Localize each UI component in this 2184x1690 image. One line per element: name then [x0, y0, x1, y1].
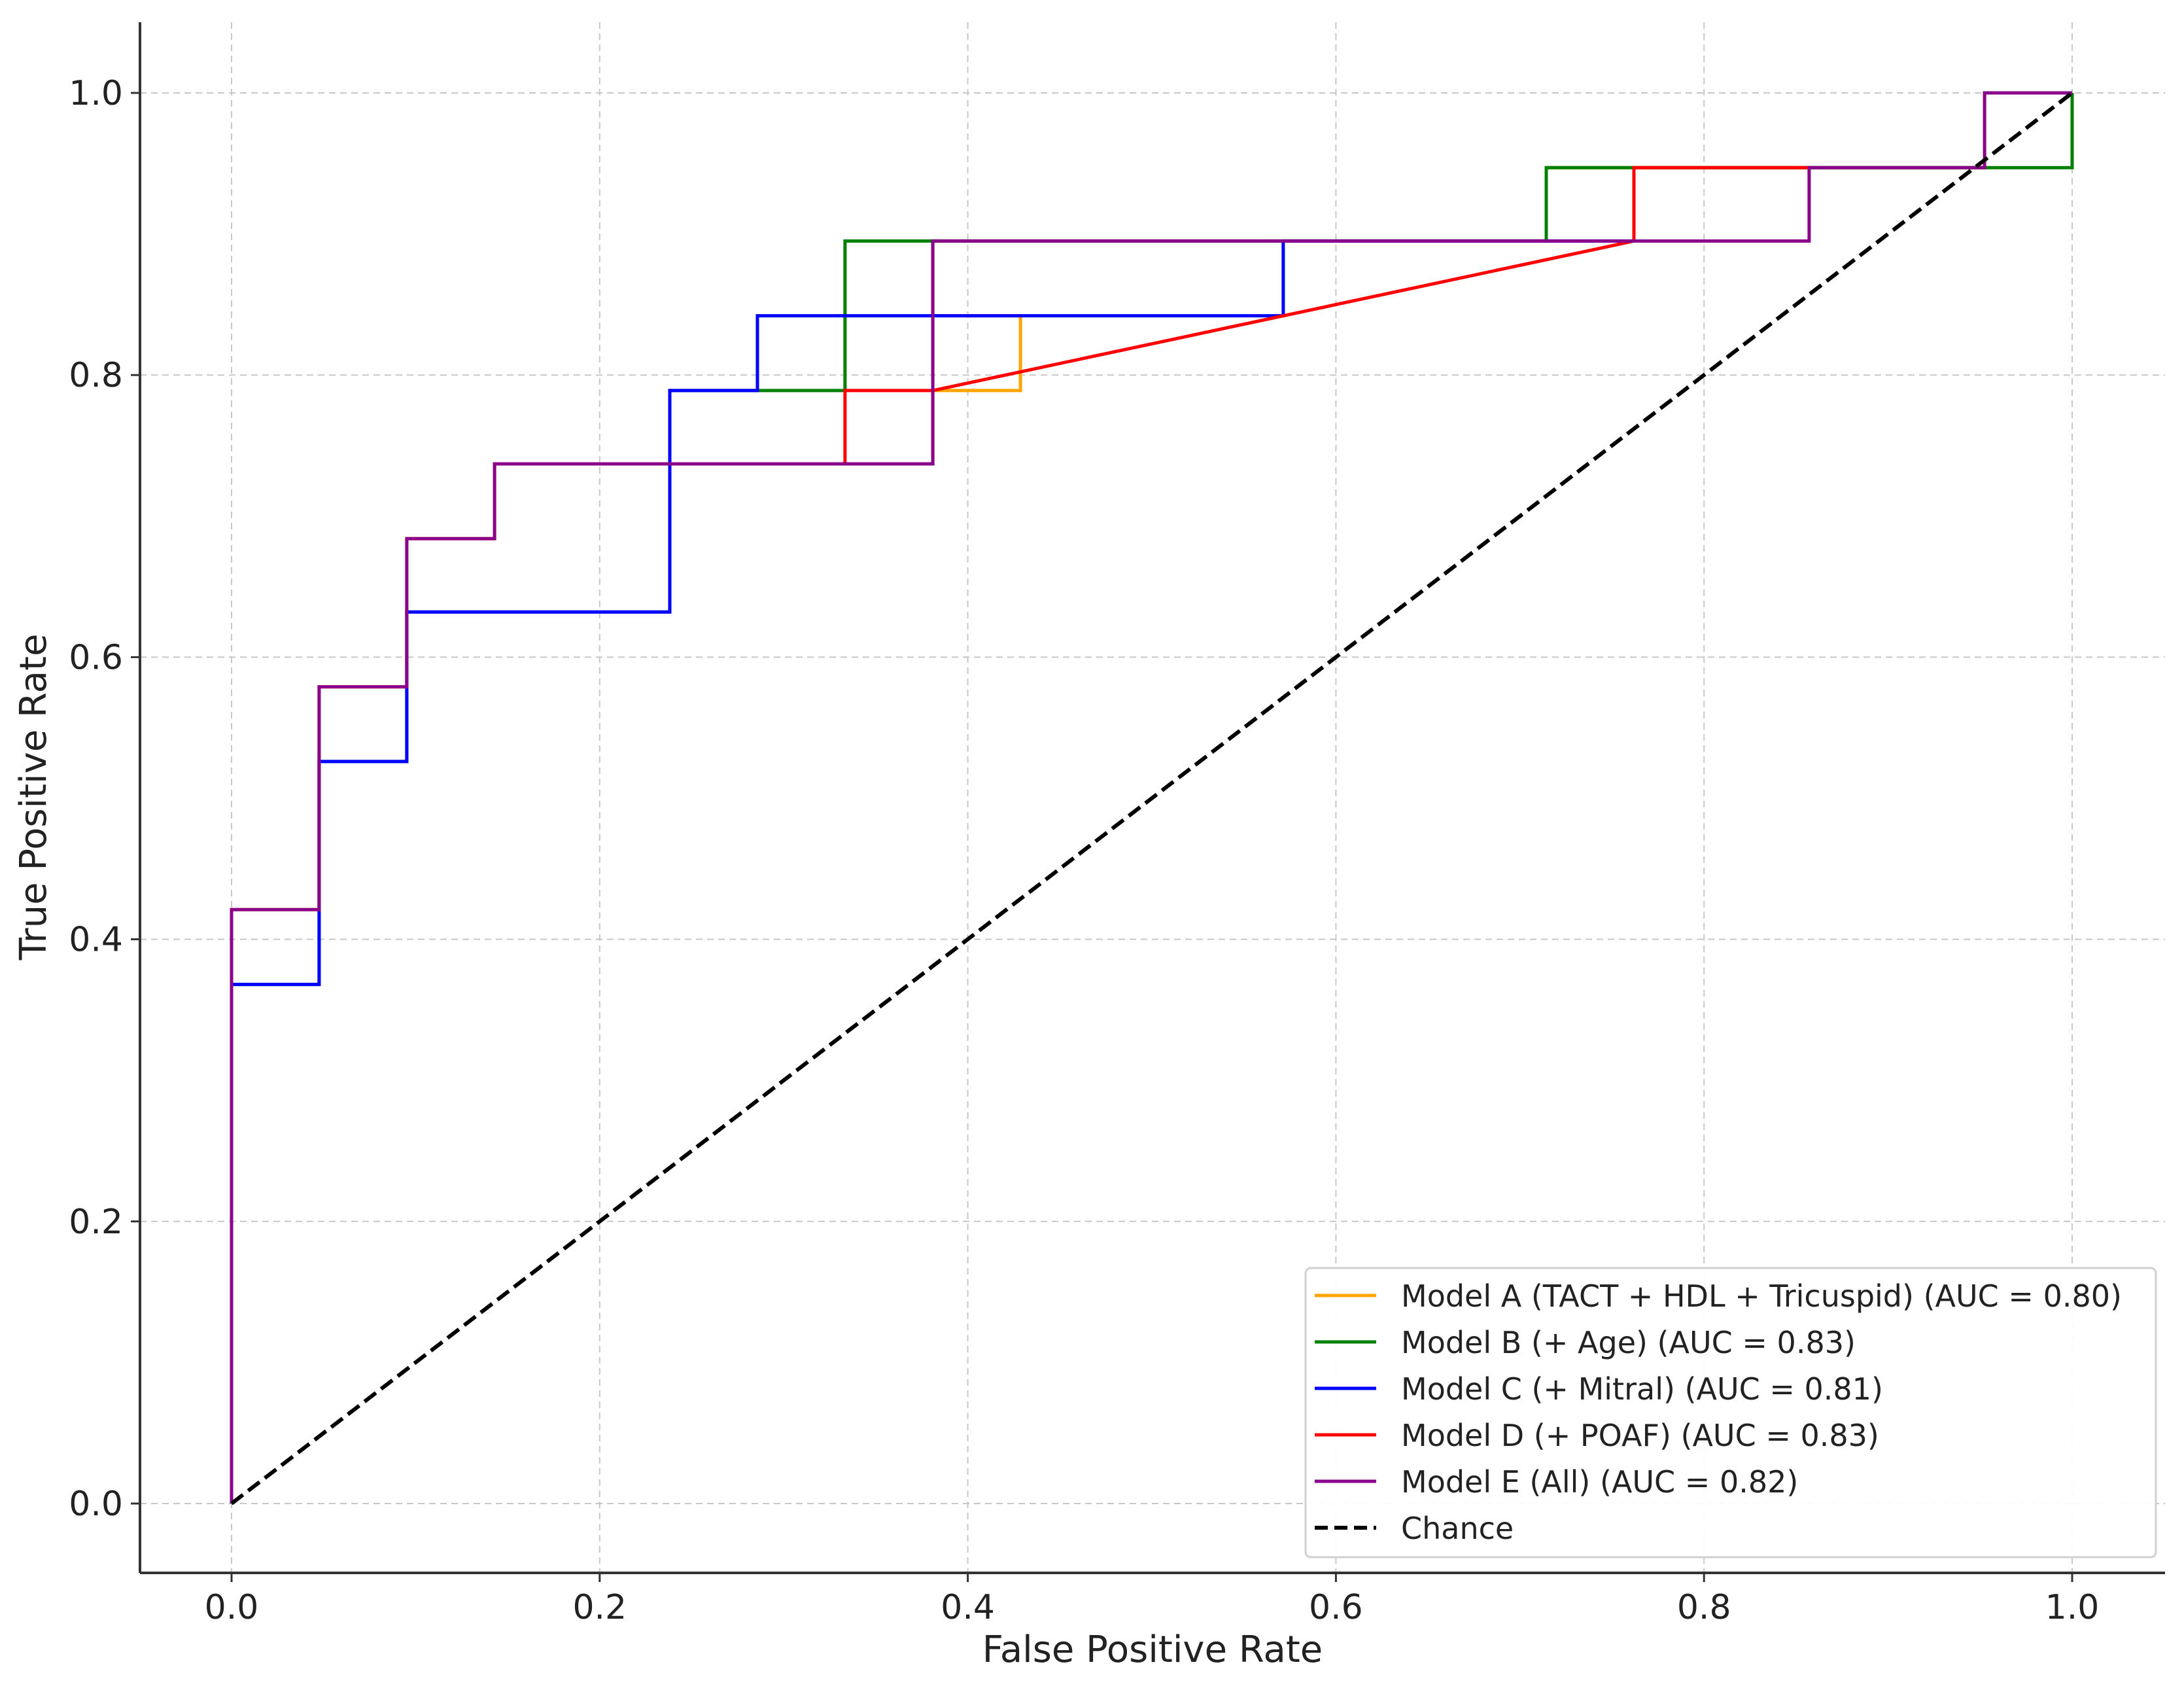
legend-label-3: Model D (+ POAF) (AUC = 0.83) — [1401, 1418, 1879, 1453]
legend-box — [1304, 1267, 2157, 1558]
y-tick-label: 1.0 — [69, 74, 123, 113]
x-tick-label: 0.2 — [572, 1588, 627, 1627]
y-tick-label: 0.4 — [69, 921, 123, 960]
legend-label-2: Model C (+ Mitral) (AUC = 0.81) — [1401, 1371, 1883, 1407]
series-lines — [230, 91, 2074, 1505]
legend-label-0: Model A (TACT + HDL + Tricuspid) (AUC = … — [1401, 1278, 2122, 1314]
legend: Model A (TACT + HDL + Tricuspid) (AUC = … — [1304, 1267, 2157, 1558]
y-tick-label: 0.6 — [69, 638, 123, 677]
legend-label-4: Model E (All) (AUC = 0.82) — [1401, 1464, 1798, 1500]
x-tick-label: 1.0 — [2045, 1588, 2100, 1627]
y-axis-label: True Positive Rate — [12, 634, 55, 961]
legend-label-5: Chance — [1401, 1511, 1514, 1546]
x-tick-label: 0.4 — [941, 1588, 995, 1627]
x-tick-label: 0.6 — [1309, 1588, 1363, 1627]
x-tick-label: 0.8 — [1677, 1588, 1731, 1627]
y-tick-label: 0.2 — [69, 1203, 123, 1242]
series-line-3 — [843, 166, 1809, 464]
y-tick-label: 0.0 — [69, 1485, 123, 1524]
axes — [139, 22, 2165, 1574]
y-tick-label: 0.8 — [69, 356, 123, 395]
series-line-5 — [230, 91, 2073, 1505]
x-tick-label: 0.0 — [205, 1588, 259, 1627]
x-axis-label: False Positive Rate — [982, 1628, 1323, 1671]
series-line-4 — [230, 91, 2072, 1504]
legend-label-1: Model B (+ Age) (AUC = 0.83) — [1401, 1325, 1856, 1360]
ticks: 0.0 0.2 0.4 0.6 0.8 1.0 0.0 0.2 0.4 0.6 0.8 1.0 — [69, 74, 2099, 1627]
